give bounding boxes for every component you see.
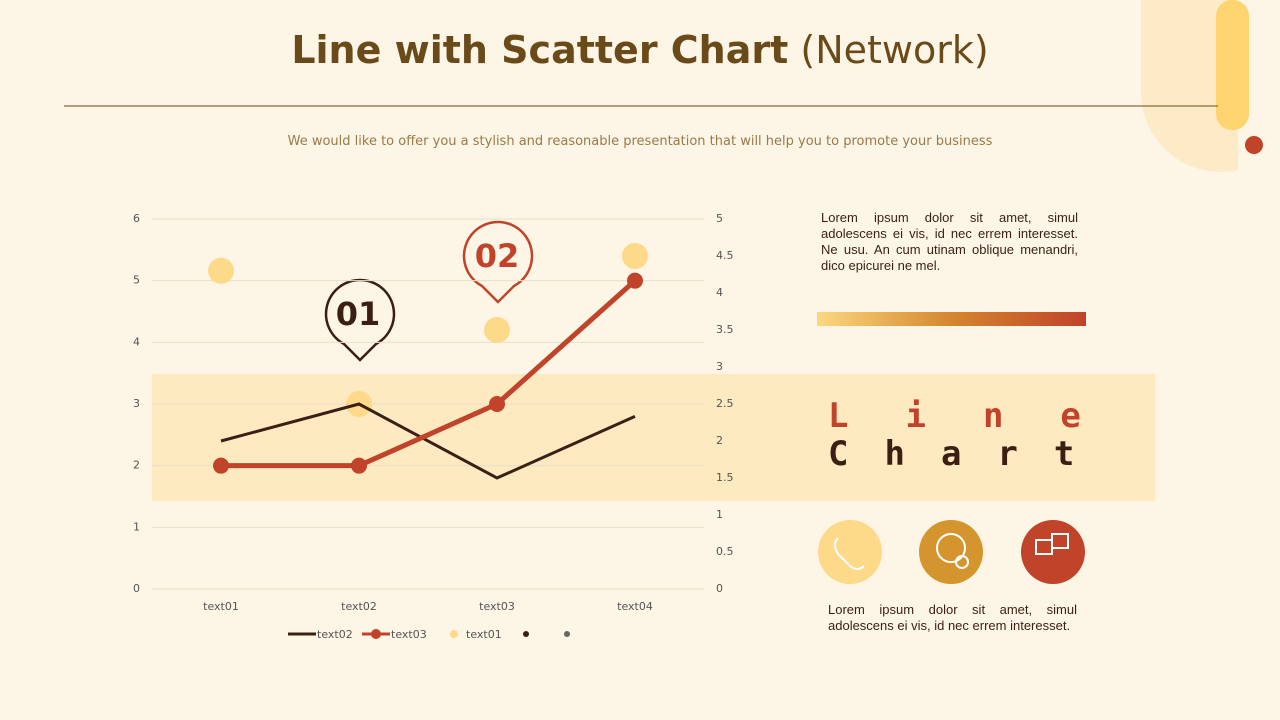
legend-swatch: [450, 630, 458, 638]
y-tick-label: 0: [133, 582, 140, 595]
x-tick-label: text01: [203, 600, 239, 613]
paragraph: Lorem ipsum dolor sit amet, simul adoles…: [821, 210, 1078, 273]
line-marker: [351, 457, 367, 474]
y2-tick-label: 0: [716, 582, 723, 595]
y2-tick-label: 1.5: [716, 471, 734, 484]
legend-label: text02: [317, 628, 353, 641]
gradient-bar: [817, 312, 1086, 326]
legend-label: text03: [391, 628, 427, 641]
big-word: Line: [828, 396, 1138, 436]
title-bold: Line with Scatter Chart: [291, 28, 789, 72]
callout-pin: [462, 220, 534, 304]
y2-tick-label: 3.5: [716, 323, 734, 336]
icon-glyph: [834, 537, 865, 570]
y2-tick-label: 5: [716, 212, 723, 225]
big-word: Chart: [828, 434, 1111, 474]
y2-tick-label: 4.5: [716, 249, 734, 262]
y2-tick-label: 4: [716, 286, 723, 299]
line: [221, 278, 637, 469]
title-suffix: (Network): [800, 28, 989, 72]
y2-tick-label: 1: [716, 508, 723, 521]
line-marker: [213, 457, 229, 474]
callout-label: 02: [475, 237, 520, 275]
x-tick-label: text03: [479, 600, 515, 613]
icon: [919, 520, 983, 584]
icon-glyph: [1051, 533, 1069, 549]
line-marker: [627, 272, 643, 289]
legend-dot: [523, 631, 529, 637]
decor-bar: [1216, 0, 1249, 130]
highlight-band: [152, 374, 1155, 501]
scatter-point: [484, 317, 510, 343]
line: [220, 402, 636, 480]
x-tick-label: text02: [341, 600, 377, 613]
decor-shape: [1140, 0, 1238, 173]
x-tick-label: text04: [617, 600, 653, 613]
y-tick-label: 4: [133, 335, 140, 348]
y-tick-label: 3: [133, 397, 140, 410]
scatter-point: [622, 243, 648, 269]
callout-label: 01: [336, 295, 381, 333]
y-tick-label: 5: [133, 274, 140, 287]
y2-tick-label: 0.5: [716, 545, 734, 558]
line-marker: [489, 396, 505, 412]
decor-dot: [1245, 136, 1263, 154]
icon-glyph: [955, 555, 969, 569]
icon: [818, 520, 882, 584]
y-tick-label: 6: [133, 212, 140, 225]
callout-pin: [324, 278, 396, 362]
y-tick-label: 2: [133, 459, 140, 472]
title: Line with Scatter Chart (Network): [0, 28, 1280, 72]
legend-dot: [564, 631, 570, 637]
y2-tick-label: 3: [716, 360, 723, 373]
subtitle: We would like to offer you a stylish and…: [287, 134, 993, 149]
icon-glyph: [936, 533, 966, 563]
scatter-point: [208, 257, 234, 284]
y-tick-label: 1: [133, 520, 140, 533]
y2-tick-label: 2: [716, 434, 723, 447]
legend-label: text01: [466, 628, 502, 641]
y2-tick-label: 2.5: [716, 397, 734, 410]
paragraph: Lorem ipsum dolor sit amet, simul adoles…: [828, 602, 1077, 633]
legend-swatch: [371, 629, 381, 639]
